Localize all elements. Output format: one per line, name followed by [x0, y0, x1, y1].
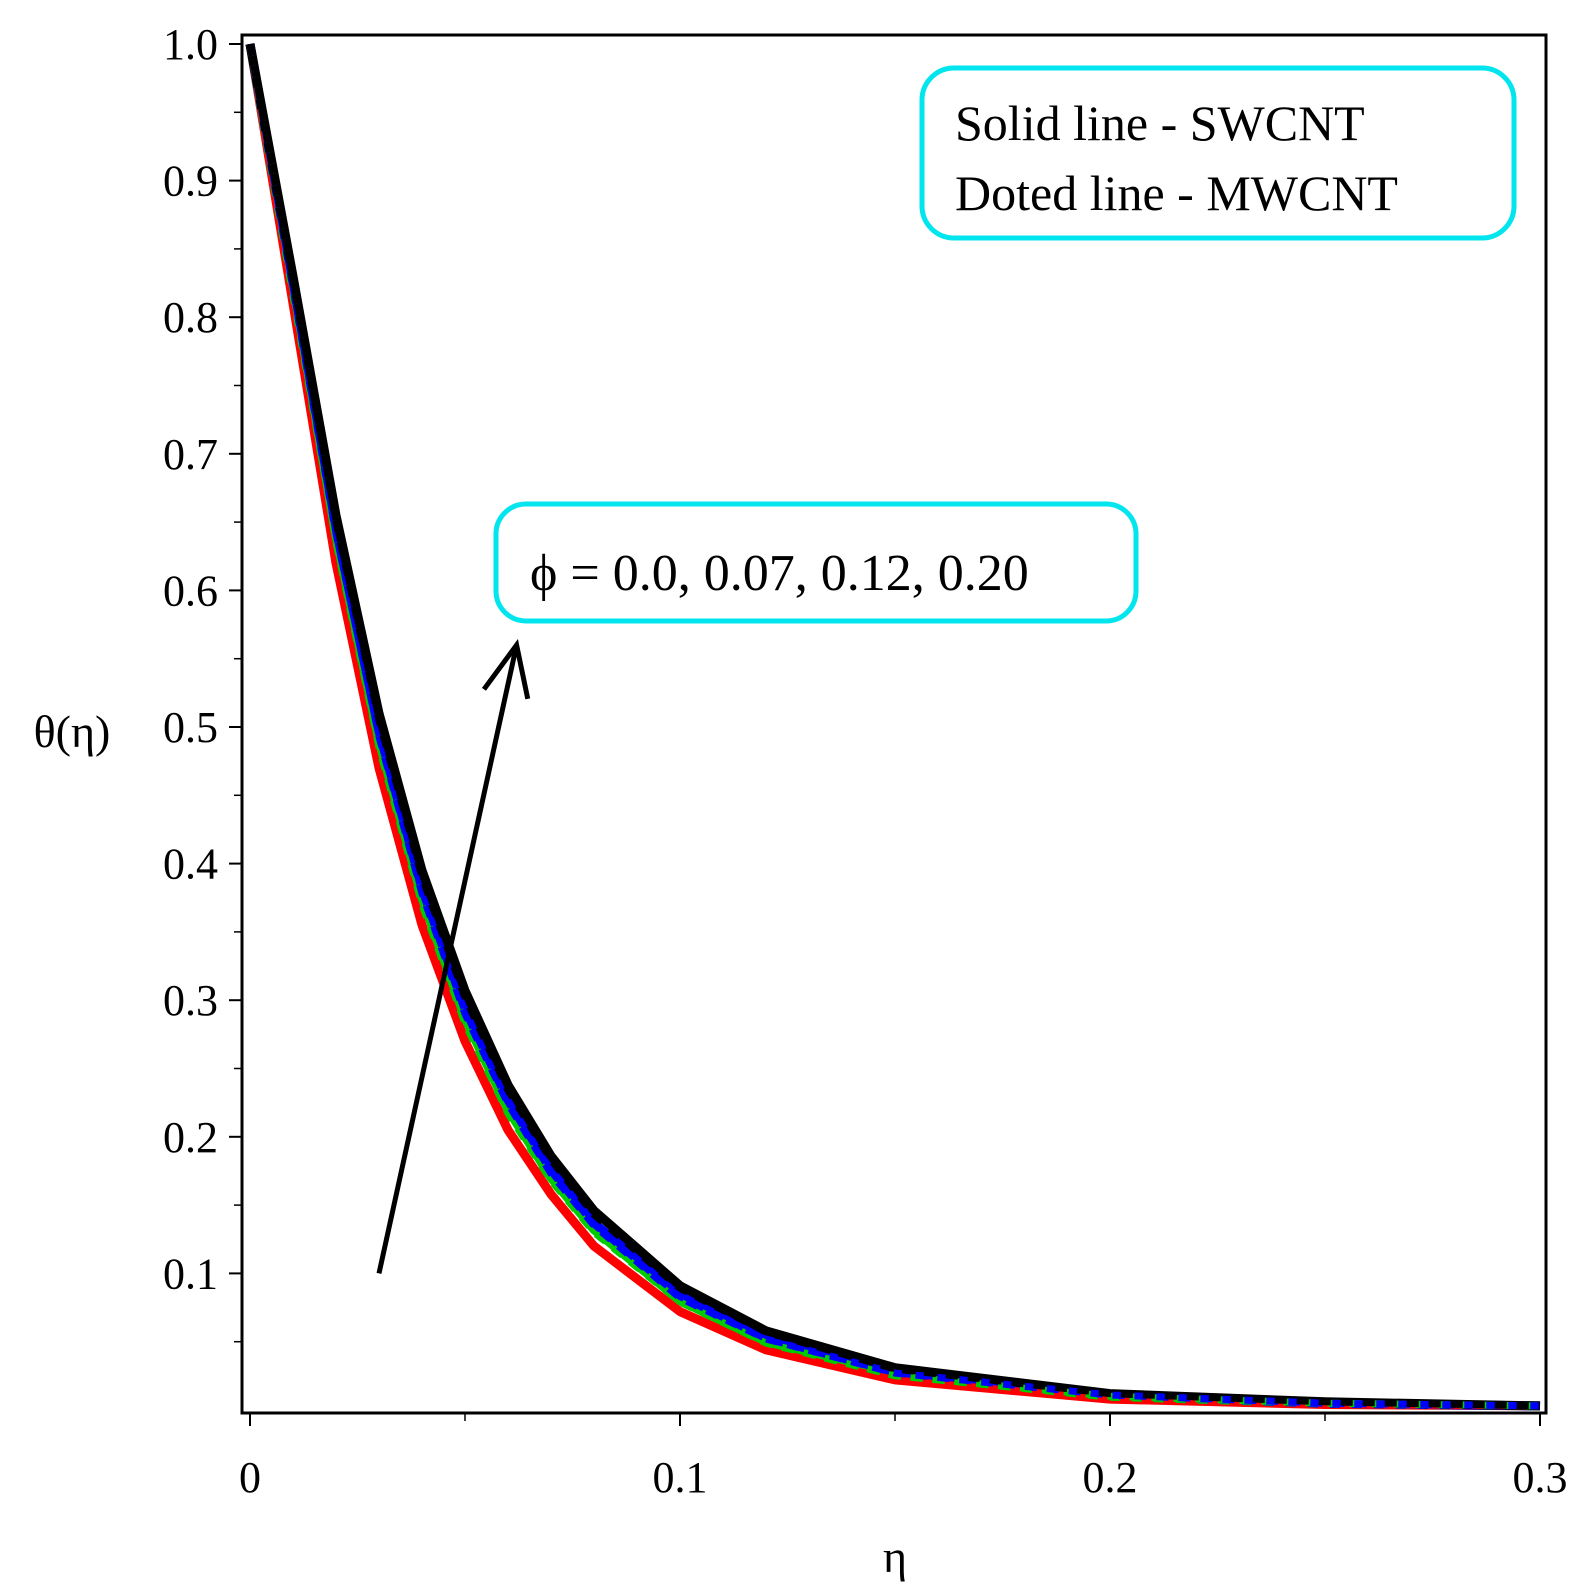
tick-labels: 0 0.1 0.2 0.3 0.1 0.2 0.3 0.4 0.5 0.6 0.7 0.8 0.9 1.0 — [163, 20, 1568, 1502]
series-line-6 — [246, 43, 1541, 1410]
trend-arrow-head — [481, 639, 531, 700]
x-tick-label: 0.3 — [1513, 1453, 1568, 1502]
y-tick-label: 0.6 — [163, 566, 218, 615]
y-tick-label: 0.9 — [163, 157, 218, 206]
y-tick-label: 0.5 — [163, 703, 218, 752]
x-tick-label: 0.2 — [1083, 1453, 1138, 1502]
x-tick-label: 0.1 — [653, 1453, 708, 1502]
series-line-2 — [246, 43, 1541, 1410]
legend-note-solid: Solid line - SWCNT — [955, 95, 1365, 151]
trend-arrow-shaft — [376, 644, 520, 1274]
series-group — [245, 43, 1541, 1411]
y-tick-label: 0.8 — [163, 293, 218, 342]
y-tick-label: 1.0 — [163, 20, 218, 69]
phi-annotation-box — [493, 501, 1139, 624]
axis-ticks — [229, 43, 1541, 1426]
legend-note-box — [919, 65, 1517, 241]
y-tick-label: 0.7 — [163, 430, 218, 479]
x-axis-label: η — [883, 1531, 907, 1582]
y-axis-label: θ(η) — [34, 706, 111, 757]
phi-annotation-label: ϕ = 0.0, 0.07, 0.12, 0.20 — [530, 545, 1029, 602]
y-tick-label: 0.4 — [163, 840, 218, 889]
y-tick-label: 0.3 — [163, 976, 218, 1025]
y-tick-label: 0.1 — [163, 1249, 218, 1298]
plot-frame — [240, 33, 1548, 1415]
y-tick-label: 0.2 — [163, 1113, 218, 1162]
series-line-8 — [246, 43, 1541, 1410]
x-tick-label: 0 — [239, 1453, 261, 1502]
phi-annotation: ϕ = 0.0, 0.07, 0.12, 0.20 — [493, 501, 1139, 624]
legend-note-dotted: Doted line - MWCNT — [955, 165, 1398, 221]
trend-arrow — [376, 639, 531, 1274]
legend-note: Solid line - SWCNT Doted line - MWCNT — [919, 65, 1517, 241]
